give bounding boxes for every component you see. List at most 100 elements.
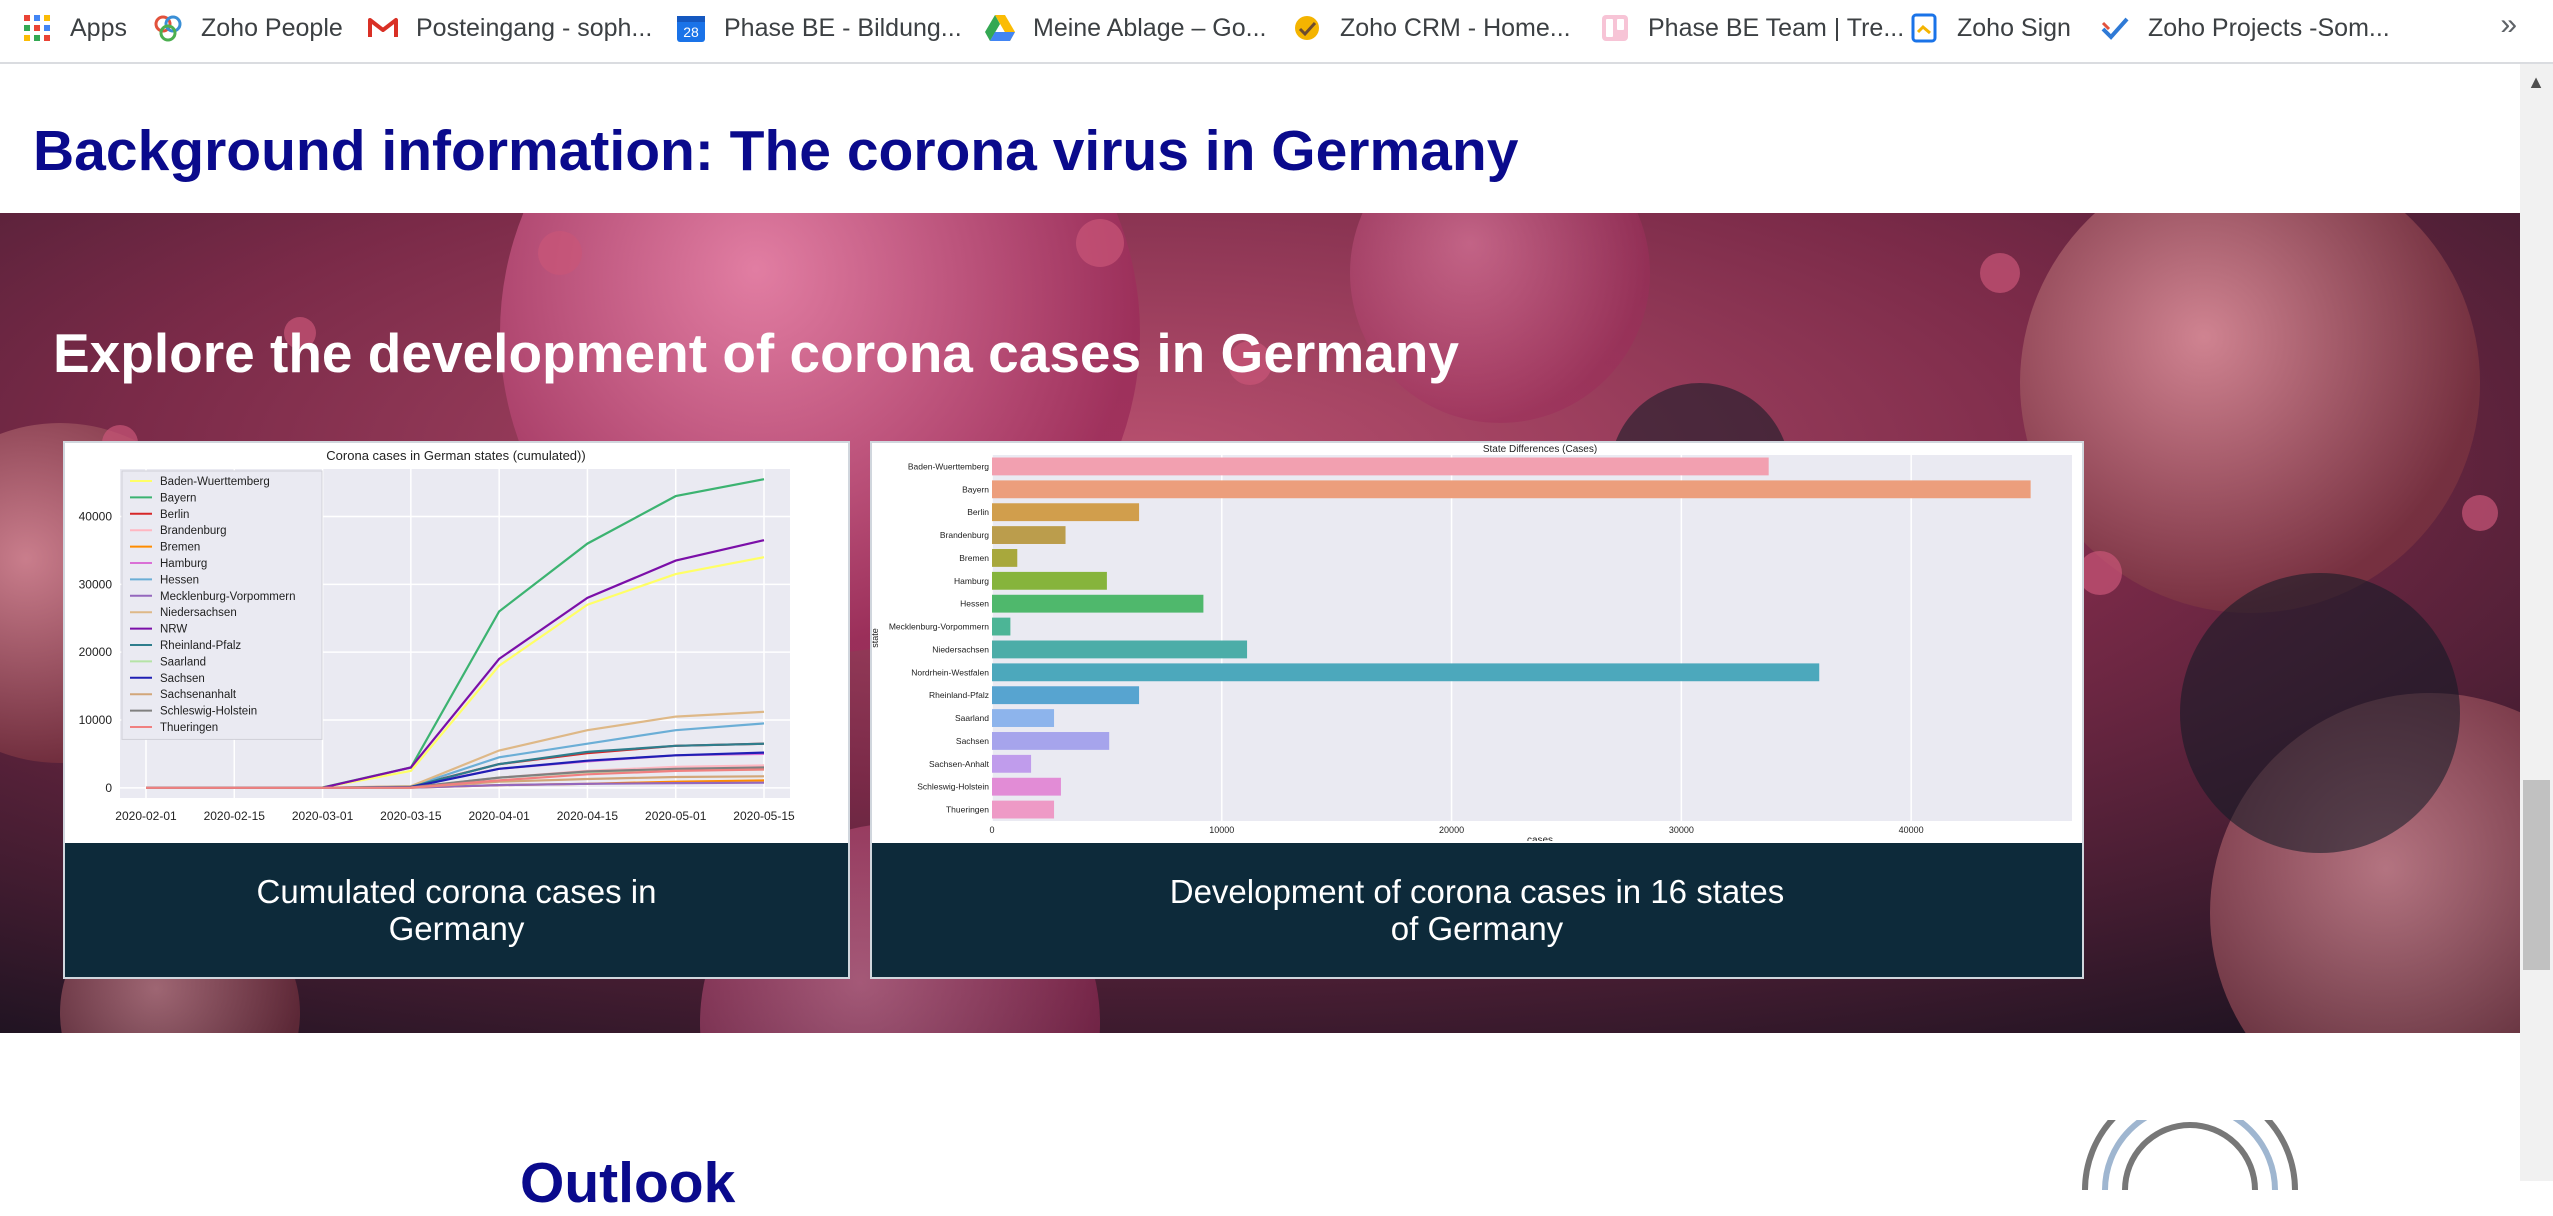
bar-hessen — [992, 594, 1204, 613]
y-tick-label: 30000 — [79, 577, 113, 591]
bookmark-label: Phase BE Team | Tre... — [1648, 13, 1905, 42]
x-tick-label: 2020-04-01 — [468, 809, 530, 823]
y-tick-label: Berlin — [967, 507, 989, 517]
cumulated-cases-line-chart: 0 10000 20000 30000 40000 2020-02-01 2020-02-1… — [65, 443, 848, 841]
caption-line-2: Germany — [388, 910, 525, 947]
bar-brandenburg — [992, 526, 1066, 544]
legend-label: NRW — [160, 624, 187, 636]
legend-label: Bayern — [160, 492, 196, 504]
bookmark-label: Zoho Projects -Som... — [2148, 13, 2390, 42]
caption-line-2: of Germany — [1390, 910, 1564, 947]
bookmark-label: Apps — [70, 13, 127, 42]
page-scrollbar[interactable] — [2520, 64, 2553, 1181]
x-tick-label: 2020-05-15 — [733, 809, 795, 823]
y-tick-label: Sachsen — [956, 736, 989, 746]
y-tick-label: Niedersachsen — [932, 644, 989, 654]
series-line-thueringen — [146, 768, 765, 789]
line-chart-card[interactable]: 0 10000 20000 30000 40000 2020-02-01 2020-02-1… — [63, 441, 850, 979]
legend-label: Bremen — [160, 542, 200, 554]
legend-label: Baden-Wuerttemberg — [160, 476, 270, 488]
state-differences-bar-chart: 0 10000 20000 30000 40000 Baden-Wuerttemberg B… — [872, 443, 2082, 841]
bookmark-zoho-people[interactable]: Zoho People — [153, 0, 343, 56]
legend-label: Hamburg — [160, 558, 207, 570]
legend-label: Berlin — [160, 509, 189, 521]
calendar-icon: 28 — [676, 13, 706, 43]
bookmark-label: Meine Ablage – Go... — [1033, 13, 1267, 42]
y-tick-label: Sachsen-Anhalt — [929, 759, 990, 769]
bar-bayern — [992, 480, 2031, 499]
apps-grid-icon — [22, 13, 52, 43]
x-tick-label: 20000 — [1439, 825, 1464, 835]
legend-box — [121, 470, 323, 740]
y-tick-label: 20000 — [79, 645, 113, 659]
zoho-sign-icon — [1909, 13, 1939, 43]
y-tick-label: Thueringen — [946, 805, 989, 815]
bar-sachsen — [992, 732, 1110, 750]
zoho-crm-icon — [1292, 13, 1322, 43]
legend-label: Brandenburg — [160, 525, 227, 537]
legend-label: Thueringen — [160, 722, 218, 734]
card-caption: Cumulated corona cases in Germany — [65, 843, 848, 977]
bar-sachsen-anhalt — [992, 754, 1032, 773]
legend-label: Niedersachsen — [160, 607, 237, 619]
plot-area — [992, 455, 2072, 821]
card-caption: Development of corona cases in 16 states… — [872, 843, 2082, 977]
logo-rings-image — [2082, 1120, 2298, 1190]
bookmark-zoho-projects[interactable]: Zoho Projects -Som... — [2100, 0, 2390, 56]
bookmark-google-drive[interactable]: Meine Ablage – Go... — [985, 0, 1266, 56]
bar-bremen — [992, 549, 1018, 567]
hero-banner: Explore the development of corona cases … — [0, 213, 2520, 1033]
scroll-up-arrow-icon[interactable]: ▲ — [2527, 72, 2545, 92]
bar-schleswig-holstein — [992, 777, 1061, 796]
bar-saarland — [992, 709, 1055, 727]
bookmark-apps[interactable]: Apps — [22, 0, 127, 56]
y-axis-label: state — [872, 628, 880, 648]
y-tick-label: 0 — [105, 781, 112, 795]
x-tick-label: 40000 — [1899, 825, 1924, 835]
caption-line-1: Cumulated corona cases in — [256, 873, 657, 910]
x-tick-label: 2020-03-01 — [292, 809, 354, 823]
x-tick-label: 30000 — [1669, 825, 1694, 835]
y-tick-label: 40000 — [79, 509, 113, 523]
bar-nordrhein-westfalen — [992, 663, 1820, 682]
y-tick-label: Bayern — [962, 484, 989, 494]
legend-label: Rheinland-Pfalz — [160, 640, 241, 652]
x-tick-label: 2020-04-15 — [557, 809, 619, 823]
bookmark-gmail[interactable]: Posteingang - soph... — [368, 0, 652, 56]
bar-niedersachsen — [992, 640, 1248, 659]
scrollbar-thumb[interactable] — [2523, 780, 2550, 970]
bar-chart-card[interactable]: 0 10000 20000 30000 40000 Baden-Wuerttemberg B… — [870, 441, 2084, 979]
bookmark-trello[interactable]: Phase BE Team | Tre... — [1600, 0, 1904, 56]
zoho-people-icon — [153, 13, 183, 43]
legend-label: Sachsen — [160, 673, 205, 685]
y-tick-label: Bremen — [959, 553, 989, 563]
more-bookmarks-button[interactable]: » — [2500, 8, 2517, 41]
legend-label: Hessen — [160, 574, 199, 586]
bookmark-zoho-crm[interactable]: Zoho CRM - Home... — [1292, 0, 1571, 56]
bar-baden-wuerttemberg — [992, 457, 1769, 476]
bar-mecklenburg-vorpommern — [992, 617, 1011, 636]
x-axis-label: cases — [1527, 835, 1553, 841]
caption-line-1: Development of corona cases in 16 states — [1169, 873, 1785, 910]
bookmark-phase-be-calendar[interactable]: 28 Phase BE - Bildung... — [676, 0, 962, 56]
google-drive-icon — [985, 13, 1015, 43]
bookmark-zoho-sign[interactable]: Zoho Sign — [1909, 0, 2071, 56]
gmail-icon — [368, 13, 398, 43]
x-tick-label: 2020-03-15 — [380, 809, 442, 823]
y-tick-label: Nordrhein-Westfalen — [911, 667, 989, 677]
y-tick-label: Brandenburg — [940, 530, 989, 540]
x-tick-label: 10000 — [1209, 825, 1234, 835]
bookmark-label: Zoho People — [201, 13, 343, 42]
y-tick-label: Mecklenburg-Vorpommern — [889, 622, 989, 632]
calendar-badge: 28 — [683, 24, 699, 40]
x-tick-label: 2020-02-01 — [115, 809, 177, 823]
legend-label: Mecklenburg-Vorpommern — [160, 591, 296, 603]
legend-label: Saarland — [160, 656, 206, 668]
trello-icon — [1600, 13, 1630, 43]
y-tick-label: Rheinland-Pfalz — [929, 690, 989, 700]
hero-title: Explore the development of corona cases … — [53, 322, 1459, 384]
x-tick-label: 2020-05-01 — [645, 809, 707, 823]
bookmarks-bar: Apps Zoho People Posteingang - soph... 2… — [0, 0, 2553, 64]
next-section-title: Outlook — [520, 1151, 736, 1215]
y-tick-label: Saarland — [955, 713, 989, 723]
